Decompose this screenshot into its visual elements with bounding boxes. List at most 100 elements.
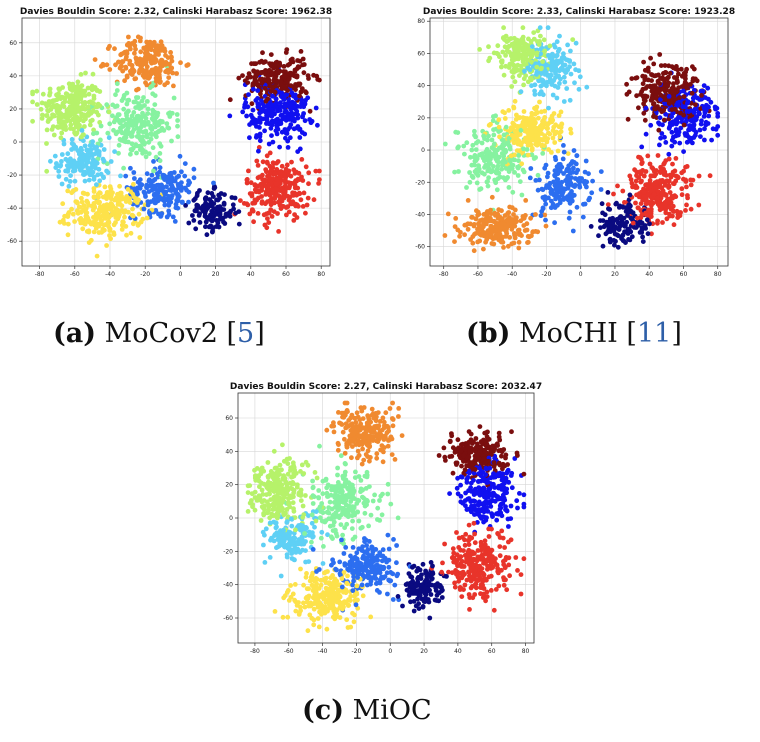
scatter-point <box>153 51 159 57</box>
scatter-point <box>462 151 467 157</box>
scatter-point <box>566 215 572 221</box>
scatter-point <box>144 64 150 70</box>
scatter-point <box>708 99 714 105</box>
scatter-point <box>317 77 322 83</box>
scatter-point <box>117 119 122 125</box>
scatter-point <box>488 233 493 239</box>
scatter-point <box>269 72 275 77</box>
scatter-point <box>658 164 663 170</box>
scatter-point <box>525 65 531 71</box>
scatter-point <box>136 113 141 119</box>
scatter-point <box>278 573 284 579</box>
scatter-point <box>292 212 297 218</box>
scatter-point <box>69 206 74 212</box>
scatter-point <box>96 166 102 172</box>
scatter-point <box>501 138 506 144</box>
scatter-point <box>121 165 126 171</box>
scatter-point <box>145 99 150 104</box>
scatter-point <box>166 208 172 214</box>
scatter-point <box>506 169 512 175</box>
scatter-point <box>72 219 77 224</box>
scatter-point <box>253 134 259 140</box>
scatter-point <box>134 143 140 149</box>
scatter-point <box>478 232 484 238</box>
scatter-point <box>550 135 556 141</box>
scatter-point <box>273 176 279 182</box>
scatter-point <box>549 65 555 71</box>
scatter-point <box>303 164 309 170</box>
scatter-point <box>266 141 272 147</box>
scatter-point <box>151 159 156 164</box>
scatter-point <box>506 210 512 215</box>
scatter-point <box>153 154 159 160</box>
scatter-point <box>257 110 262 116</box>
scatter-point <box>598 169 604 175</box>
scatter-point <box>98 123 104 129</box>
scatter-point <box>651 101 656 107</box>
scatter-point <box>301 70 307 76</box>
scatter-point <box>157 76 163 81</box>
scatter-point <box>462 222 468 228</box>
scatter-point <box>249 191 255 197</box>
scatter-point <box>163 53 168 58</box>
scatter-point <box>610 220 616 226</box>
scatter-point <box>147 85 153 90</box>
scatter-point <box>442 141 448 147</box>
scatter-point <box>659 131 665 136</box>
scatter-point <box>344 521 350 527</box>
scatter-point <box>298 49 304 54</box>
scatter-point <box>462 542 468 548</box>
scatter-point <box>612 242 617 248</box>
scatter-point <box>560 189 566 195</box>
scatter-point <box>386 564 392 570</box>
scatter-point <box>91 195 97 201</box>
scatter-point <box>286 172 292 178</box>
scatter-point <box>50 124 56 129</box>
scatter-point <box>641 59 646 65</box>
scatter-point <box>311 197 317 203</box>
scatter-point <box>700 88 706 94</box>
scatter-point <box>244 113 250 119</box>
scatter-point <box>143 115 149 121</box>
scatter-point <box>668 200 674 206</box>
scatter-point <box>679 186 685 192</box>
scatter-point <box>507 49 512 55</box>
scatter-point <box>169 54 174 60</box>
scatter-point <box>669 137 675 143</box>
scatter-point <box>677 213 683 219</box>
scatter-point <box>675 100 681 106</box>
scatter-point <box>692 118 698 123</box>
scatter-point <box>667 204 673 210</box>
scatter-point <box>291 506 296 511</box>
scatter-point <box>658 195 664 201</box>
scatter-point <box>520 57 526 62</box>
scatter-point <box>677 95 682 101</box>
scatter-point <box>39 116 45 121</box>
scatter-point <box>672 118 678 124</box>
scatter-point <box>125 98 130 103</box>
scatter-point <box>656 120 661 126</box>
scatter-point <box>142 57 148 63</box>
scatter-point <box>415 596 420 602</box>
scatter-point <box>260 159 266 165</box>
scatter-point <box>629 180 635 186</box>
scatter-point <box>555 48 561 54</box>
scatter-point <box>496 448 502 454</box>
scatter-point <box>346 418 352 423</box>
scatter-point <box>302 604 308 610</box>
scatter-point <box>661 117 667 123</box>
scatter-point <box>320 491 326 497</box>
scatter-point <box>642 117 648 123</box>
x-tick-label: 80 <box>714 271 722 278</box>
x-tick-label: 40 <box>247 271 255 278</box>
scatter-point <box>314 475 320 481</box>
scatter-point <box>94 182 99 188</box>
scatter-point <box>258 91 263 97</box>
scatter-point <box>552 140 558 145</box>
scatter-point <box>664 204 669 210</box>
scatter-point <box>256 145 262 150</box>
scatter-point <box>105 46 111 51</box>
scatter-point <box>155 193 160 199</box>
scatter-point <box>632 167 637 173</box>
scatter-point <box>243 100 249 105</box>
